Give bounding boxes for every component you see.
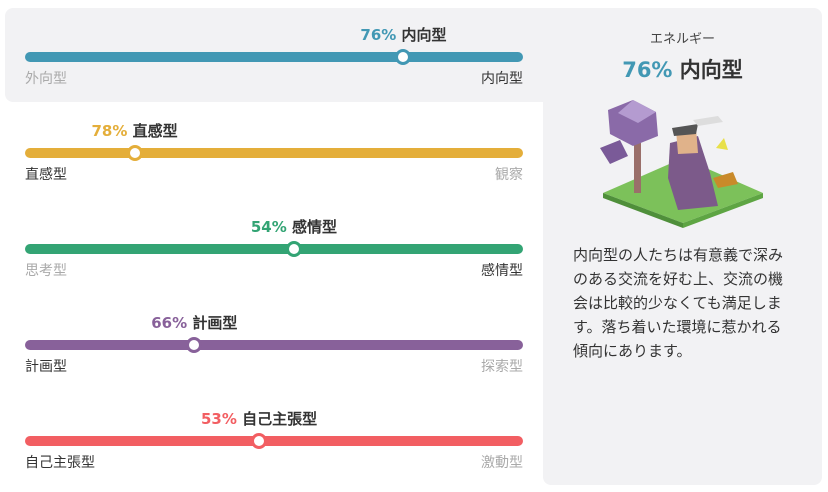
left-label: 外向型 — [25, 71, 67, 87]
right-label: 観察 — [495, 167, 523, 183]
left-label: 直感型 — [25, 167, 67, 183]
trait-percent: 76% — [360, 26, 397, 44]
trait-percent: 53% — [200, 410, 237, 428]
trait-name: 自己主張型 — [242, 410, 318, 428]
trait-bar — [25, 148, 523, 158]
detail-panel — [543, 8, 822, 485]
trait-result: 76% 内向型 — [360, 24, 446, 45]
left-label: 自己主張型 — [25, 455, 95, 471]
trait-percent: 54% — [250, 218, 287, 236]
trait-bar — [25, 52, 523, 62]
trait-marker — [285, 241, 302, 257]
trait-bar — [25, 340, 523, 350]
trait-name: 計画型 — [192, 314, 238, 332]
trait-marker — [186, 337, 203, 353]
trait-marker — [395, 49, 412, 65]
trait-marker — [251, 433, 268, 449]
trait-percent: 78% — [91, 122, 128, 140]
trait-marker — [126, 145, 143, 161]
right-label: 激動型 — [481, 455, 523, 471]
trait-result: 78% 直感型 — [91, 120, 177, 141]
trait-result: 54% 感情型 — [251, 216, 337, 237]
panel-percent: 76% — [622, 58, 673, 82]
trait-name: 直感型 — [132, 122, 178, 140]
panel-description: 内向型の人たちは有意義で深みのある交流を好む上、交流の機会は比較的少なくても満足… — [573, 246, 784, 360]
trait-bar — [25, 244, 523, 254]
trait-name: 感情型 — [291, 218, 337, 236]
panel-heading: エネルギー — [649, 32, 715, 47]
trait-name: 内向型 — [401, 26, 447, 44]
right-label: 内向型 — [481, 71, 523, 87]
left-label: 思考型 — [25, 263, 67, 279]
panel-result: 76% 内向型 — [543, 54, 822, 84]
trait-percent: 66% — [151, 314, 188, 332]
trait-bar — [25, 436, 523, 446]
panel-trait: 内向型 — [679, 58, 743, 82]
illustration — [600, 100, 763, 228]
right-label: 感情型 — [481, 263, 523, 279]
right-label: 探索型 — [481, 359, 523, 375]
trait-result: 66% 計画型 — [151, 312, 237, 333]
trait-result: 53% 自己主張型 — [201, 408, 317, 429]
left-label: 計画型 — [25, 359, 67, 375]
